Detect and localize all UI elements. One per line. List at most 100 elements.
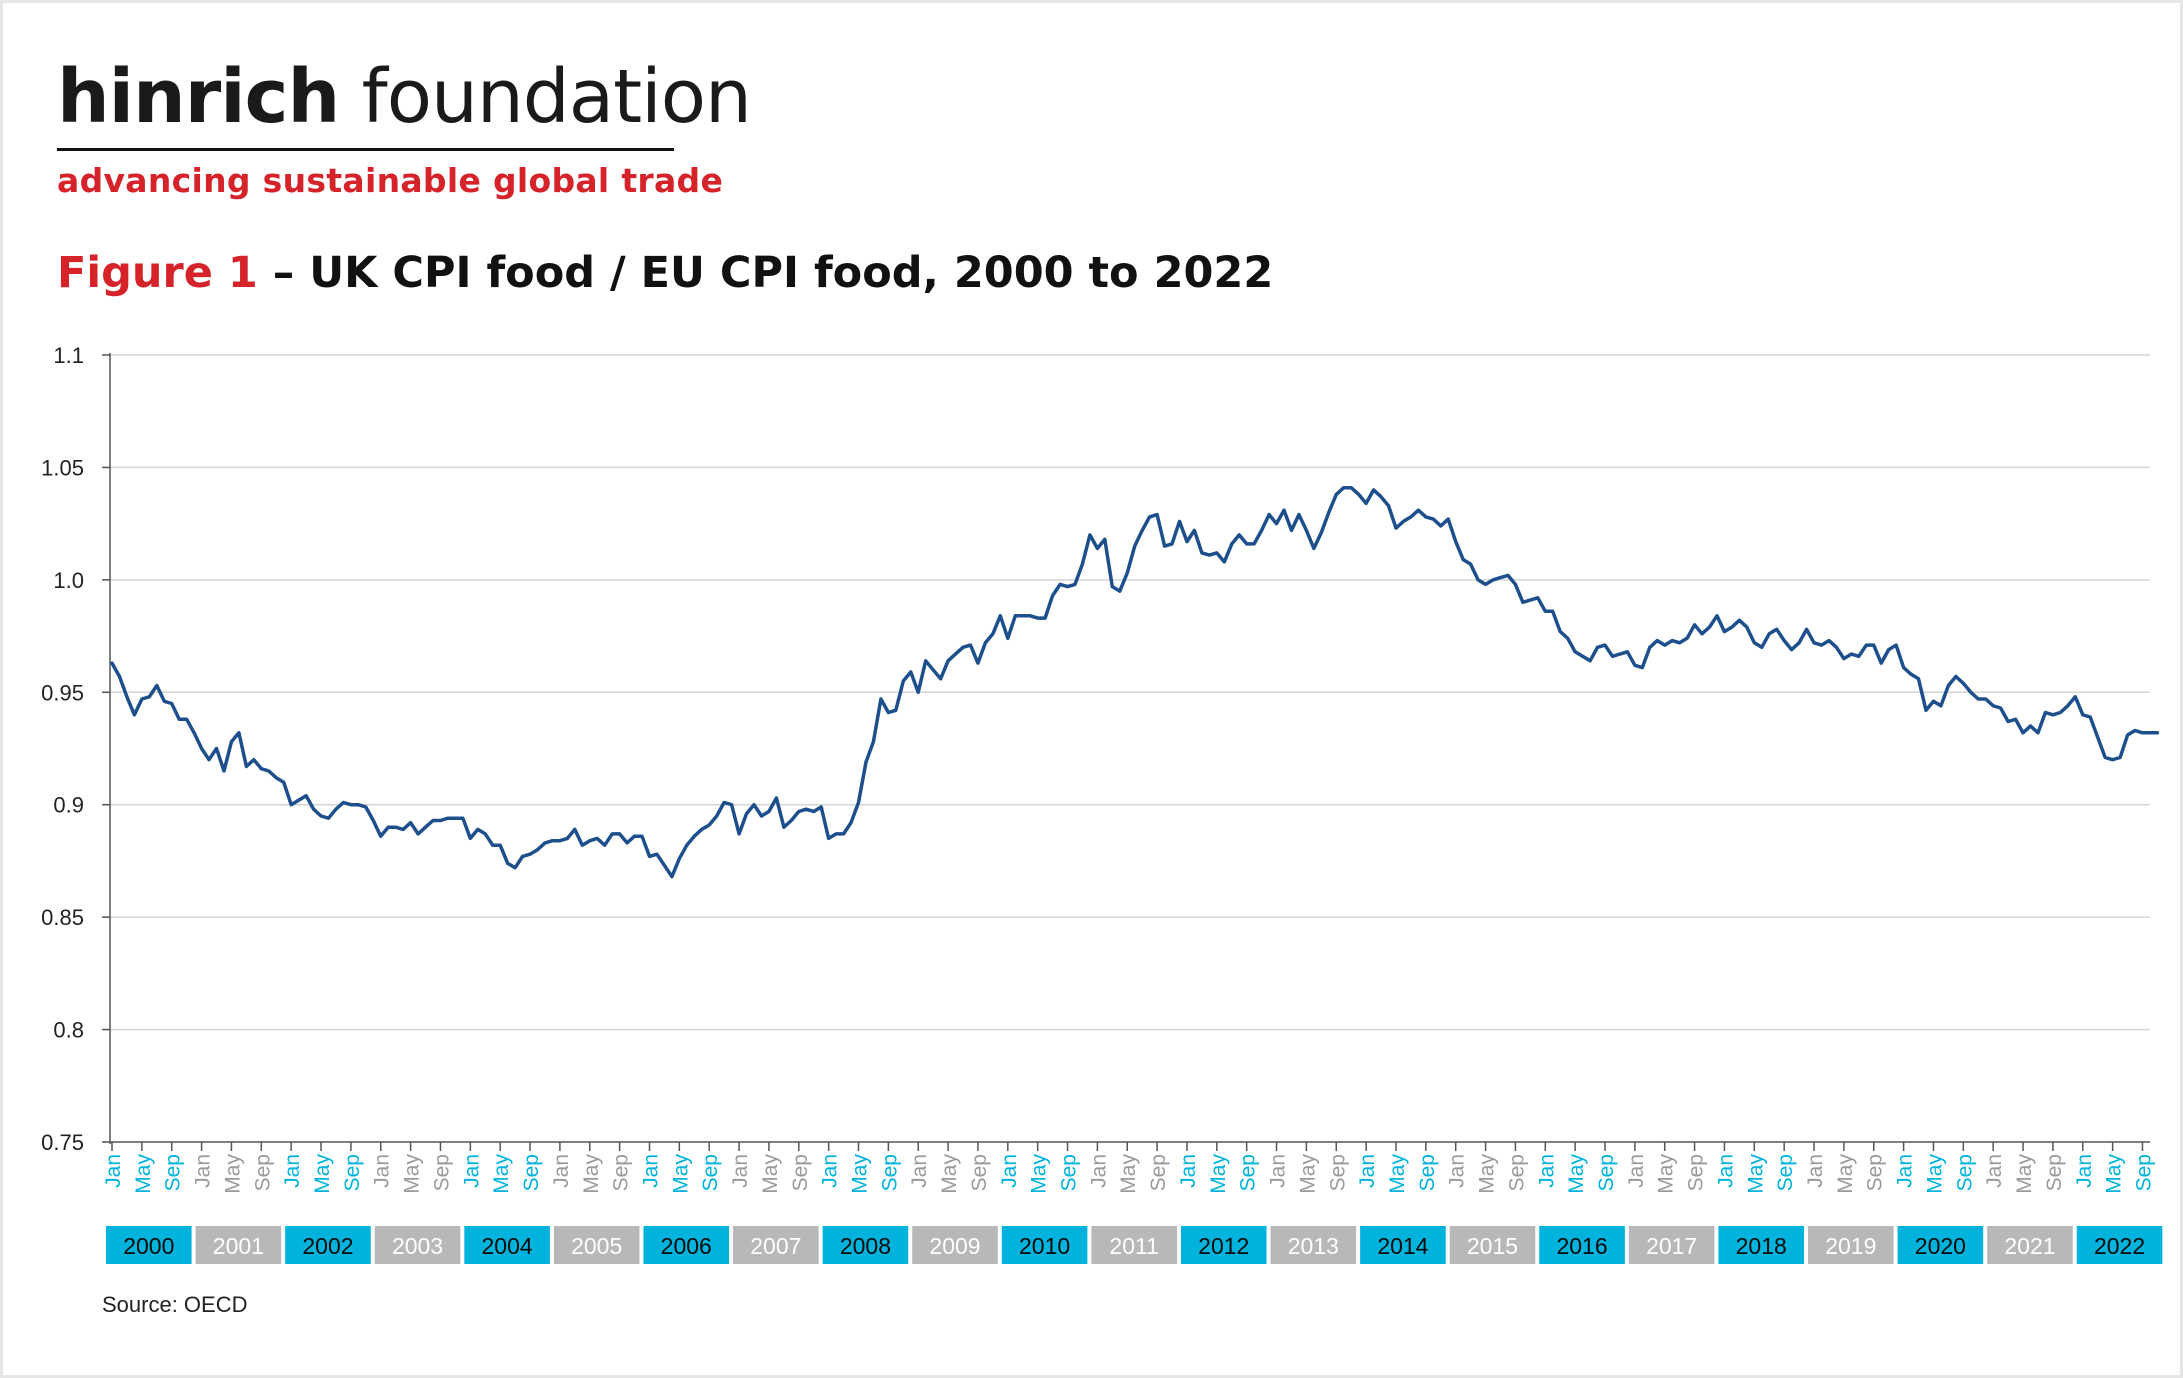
x-tick-label: Sep — [162, 1154, 185, 1191]
year-box — [1360, 1226, 1446, 1264]
year-label: 2019 — [1825, 1233, 1876, 1259]
x-tick-label: May — [311, 1154, 334, 1194]
year-box — [1897, 1226, 1984, 1264]
y-tick-label: 1.0 — [53, 568, 84, 593]
year-box — [1718, 1226, 1805, 1264]
x-tick-label: Sep — [789, 1154, 812, 1191]
y-tick-label: 1.05 — [41, 455, 84, 480]
year-label: 2006 — [661, 1233, 712, 1259]
x-tick-label: Sep — [1505, 1154, 1528, 1191]
gridlines — [110, 354, 2150, 1031]
x-tick-label: May — [2103, 1154, 2126, 1194]
year-box — [822, 1226, 909, 1264]
figure-title: Figure 1 – UK CPI food / EU CPI food, 20… — [57, 248, 1273, 298]
x-tick-label: May — [490, 1154, 513, 1194]
year-label: 2001 — [213, 1233, 264, 1259]
x-tick-label: Jan — [1446, 1154, 1469, 1188]
x-tick-label: Sep — [1147, 1154, 1170, 1191]
x-tick-label: Jan — [1804, 1154, 1827, 1188]
year-label: 2015 — [1467, 1233, 1518, 1259]
year-label: 2020 — [1915, 1233, 1966, 1259]
x-tick-label: Jan — [819, 1154, 842, 1188]
brand-name-light: foundation — [361, 54, 752, 140]
year-box — [1270, 1226, 1357, 1264]
x-tick-label: Jan — [1714, 1154, 1737, 1188]
series-line — [110, 485, 2160, 879]
year-label: 2022 — [2094, 1233, 2145, 1259]
year-box — [195, 1226, 282, 1264]
x-tick-label: Jan — [1894, 1154, 1917, 1188]
y-axis-tick-labels: 0.75 0.8 0.85 0.9 0.95 1.0 1.05 1.1 — [41, 343, 84, 1155]
year-box — [2076, 1226, 2163, 1264]
year-label: 2002 — [302, 1233, 353, 1259]
x-tick-label: May — [580, 1154, 603, 1194]
x-tick-label: Jan — [1356, 1154, 1379, 1188]
year-box — [285, 1226, 371, 1264]
x-tick-label: Sep — [341, 1154, 364, 1191]
x-tick-label: May — [849, 1154, 872, 1194]
x-tick-label: May — [1655, 1154, 1678, 1194]
year-box — [1180, 1226, 1267, 1264]
y-tick-label: 0.8 — [53, 1018, 84, 1043]
year-box — [733, 1226, 819, 1264]
year-label: 2004 — [482, 1233, 533, 1259]
x-tick-label: Sep — [610, 1154, 633, 1191]
year-label: 2021 — [2004, 1233, 2055, 1259]
x-tick-label: Sep — [878, 1154, 901, 1191]
x-tick-label: May — [1834, 1154, 1857, 1194]
x-tick-label: May — [1476, 1154, 1499, 1194]
x-tick-label: May — [669, 1154, 692, 1194]
year-box — [1449, 1226, 1536, 1264]
x-tick-label: Sep — [1237, 1154, 1260, 1191]
year-label: 2012 — [1198, 1233, 1249, 1259]
x-tick-label: May — [1565, 1154, 1588, 1194]
year-box — [1628, 1226, 1715, 1264]
x-tick-label: Sep — [968, 1154, 991, 1191]
source-note: Source: OECD — [102, 1292, 248, 1317]
x-tick-label: May — [401, 1154, 424, 1194]
year-box — [1539, 1226, 1625, 1264]
x-tick-label: Jan — [1983, 1154, 2006, 1188]
x-tick-label: Sep — [1774, 1154, 1797, 1191]
x-tick-label: May — [132, 1154, 155, 1194]
x-tick-label: May — [1028, 1154, 1051, 1194]
x-tick-label: Jan — [908, 1154, 931, 1188]
x-tick-label: Sep — [1416, 1154, 1439, 1191]
y-tick-label: 1.1 — [53, 343, 84, 368]
brand-rule — [57, 148, 674, 151]
x-tick-label: May — [938, 1154, 961, 1194]
x-tick-label: May — [1744, 1154, 1767, 1194]
year-label: 2017 — [1646, 1233, 1697, 1259]
brand-logo: hinrich foundation — [57, 52, 752, 142]
year-label: 2008 — [840, 1233, 891, 1259]
x-tick-label: May — [1296, 1154, 1319, 1194]
year-box — [1808, 1226, 1894, 1264]
y-tick-label: 0.9 — [53, 793, 84, 818]
year-label: 2010 — [1019, 1233, 1070, 1259]
x-axis-tick-labels: Jan May Sep Jan May Sep Jan May Sep Jan May Sep Jan M… — [102, 1154, 2155, 1194]
x-tick-label: May — [1923, 1154, 1946, 1194]
year-label: 2007 — [750, 1233, 801, 1259]
year-box — [1001, 1226, 1088, 1264]
year-label: 2014 — [1377, 1233, 1428, 1259]
year-label: 2005 — [571, 1233, 622, 1259]
year-box — [643, 1226, 730, 1264]
x-tick-label: Jan — [550, 1154, 573, 1188]
year-box — [374, 1226, 461, 1264]
y-tick-label: 0.95 — [41, 680, 84, 705]
x-tick-label: Jan — [192, 1154, 215, 1188]
year-box — [1091, 1226, 1177, 1264]
x-tick-label: May — [1207, 1154, 1230, 1194]
x-tick-label: Sep — [1953, 1154, 1976, 1191]
year-label-boxes: 2000 2001 2002 2003 2004 2005 2006 2007 2008 2009… — [106, 1226, 2163, 1264]
x-tick-label: Sep — [1326, 1154, 1349, 1191]
y-tick-label: 0.85 — [41, 905, 84, 930]
x-tick-label: Jan — [1535, 1154, 1558, 1188]
year-label: 2018 — [1736, 1233, 1787, 1259]
x-tick-label: Sep — [2043, 1154, 2066, 1191]
x-tick-label: Jan — [729, 1154, 752, 1188]
figure-label: Figure 1 — [57, 248, 258, 298]
x-tick-label: May — [2013, 1154, 2036, 1194]
